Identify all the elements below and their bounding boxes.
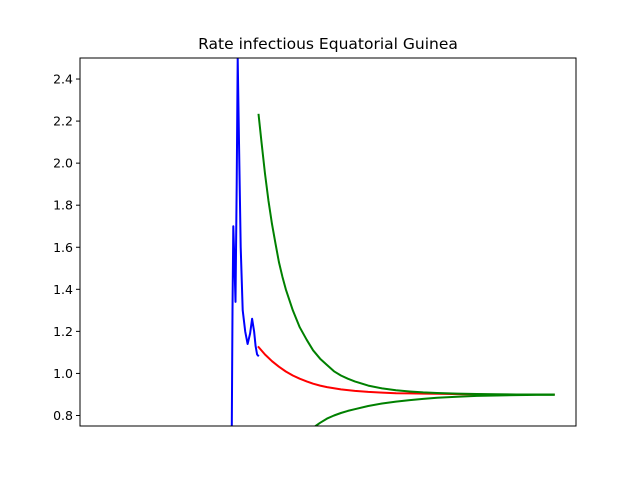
y-tick-label: 1.2 (53, 324, 73, 339)
plot-area-frame (79, 57, 577, 427)
chart-title: Rate infectious Equatorial Guinea (198, 35, 458, 53)
series-line-3 (257, 113, 555, 396)
y-tick-label: 1.4 (53, 282, 73, 297)
y-tick-label: 1.0 (53, 366, 73, 381)
y-tick-label: 2.4 (53, 72, 73, 87)
y-tick-label: 1.6 (53, 240, 73, 255)
y-tick-label: 1.8 (53, 198, 73, 213)
y-axis: 0.8 1.0 1.2 1.4 1.6 1.8 2.0 2.2 2.4 (53, 72, 80, 423)
y-tick-label: 2.0 (53, 156, 73, 171)
series-line-4 (314, 393, 555, 426)
y-tick-label: 0.8 (53, 408, 73, 423)
y-tick-label: 2.2 (53, 114, 73, 129)
series-line-1 (230, 58, 260, 426)
series-layer (230, 58, 555, 426)
series-line-2 (257, 345, 555, 396)
